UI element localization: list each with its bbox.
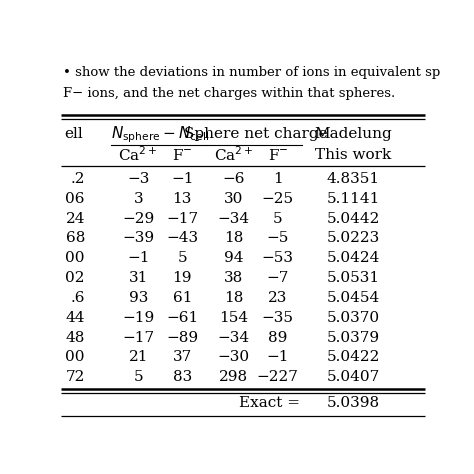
Text: −61: −61 [166,311,199,325]
Text: • show the deviations in number of ions in equivalent sp: • show the deviations in number of ions … [63,66,440,79]
Text: −25: −25 [262,191,294,206]
Text: 5.0454: 5.0454 [327,291,380,305]
Text: 298: 298 [219,370,248,384]
Text: −30: −30 [218,350,250,365]
Text: 44: 44 [65,311,85,325]
Text: 00: 00 [65,350,85,365]
Text: −19: −19 [122,311,155,325]
Text: .2: .2 [71,172,85,186]
Text: 21: 21 [128,350,148,365]
Text: 5.0531: 5.0531 [327,271,380,285]
Text: Madelung: Madelung [314,127,392,141]
Text: 5.0223: 5.0223 [327,231,380,246]
Text: 61: 61 [173,291,192,305]
Text: Ca$^{2+}$: Ca$^{2+}$ [118,146,158,164]
Text: 5.0370: 5.0370 [327,311,380,325]
Text: −1: −1 [171,172,193,186]
Text: −5: −5 [267,231,289,246]
Text: 37: 37 [173,350,192,365]
Text: Exact =: Exact = [239,396,300,410]
Text: −35: −35 [262,311,294,325]
Text: 19: 19 [173,271,192,285]
Text: Sphere net charge: Sphere net charge [184,127,328,141]
Text: 38: 38 [224,271,243,285]
Text: This work: This work [315,148,391,162]
Text: F− ions, and the net charges within that spheres.: F− ions, and the net charges within that… [63,87,395,100]
Text: 18: 18 [224,231,244,246]
Text: 1: 1 [273,172,283,186]
Text: −6: −6 [222,172,245,186]
Text: 5.0379: 5.0379 [327,330,380,345]
Text: 5: 5 [133,370,143,384]
Text: 23: 23 [268,291,288,305]
Text: 30: 30 [224,191,244,206]
Text: 24: 24 [65,211,85,226]
Text: 5.0407: 5.0407 [327,370,380,384]
Text: 83: 83 [173,370,192,384]
Text: 5.0398: 5.0398 [327,396,380,410]
Text: 18: 18 [224,291,244,305]
Text: 5.0442: 5.0442 [327,211,380,226]
Text: ell: ell [64,127,83,141]
Text: −34: −34 [218,330,250,345]
Text: −1: −1 [127,251,149,265]
Text: 5: 5 [273,211,283,226]
Text: 06: 06 [65,191,85,206]
Text: −43: −43 [166,231,199,246]
Text: −39: −39 [122,231,155,246]
Text: −89: −89 [166,330,199,345]
Text: 72: 72 [65,370,85,384]
Text: 5: 5 [177,251,187,265]
Text: 5.0422: 5.0422 [327,350,380,365]
Text: 48: 48 [65,330,85,345]
Text: 5.0424: 5.0424 [327,251,380,265]
Text: −29: −29 [122,211,155,226]
Text: 154: 154 [219,311,248,325]
Text: −227: −227 [257,370,299,384]
Text: 4.8351: 4.8351 [327,172,380,186]
Text: 31: 31 [128,271,148,285]
Text: Ca$^{2+}$: Ca$^{2+}$ [214,146,254,164]
Text: 00: 00 [65,251,85,265]
Text: −7: −7 [267,271,289,285]
Text: −3: −3 [127,172,149,186]
Text: 94: 94 [224,251,244,265]
Text: −17: −17 [166,211,199,226]
Text: .6: .6 [71,291,85,305]
Text: −17: −17 [122,330,155,345]
Text: F$^{-}$: F$^{-}$ [172,147,192,163]
Text: −1: −1 [266,350,289,365]
Text: 13: 13 [173,191,192,206]
Text: 5.1141: 5.1141 [327,191,380,206]
Text: 3: 3 [133,191,143,206]
Text: $N_{\mathsf{sphere}} - N_{\mathsf{cell}}$: $N_{\mathsf{sphere}} - N_{\mathsf{cell}}… [111,124,210,145]
Text: 68: 68 [65,231,85,246]
Text: F$^{-}$: F$^{-}$ [267,147,288,163]
Text: −34: −34 [218,211,250,226]
Text: −53: −53 [262,251,294,265]
Text: 89: 89 [268,330,288,345]
Text: 93: 93 [128,291,148,305]
Text: 02: 02 [65,271,85,285]
